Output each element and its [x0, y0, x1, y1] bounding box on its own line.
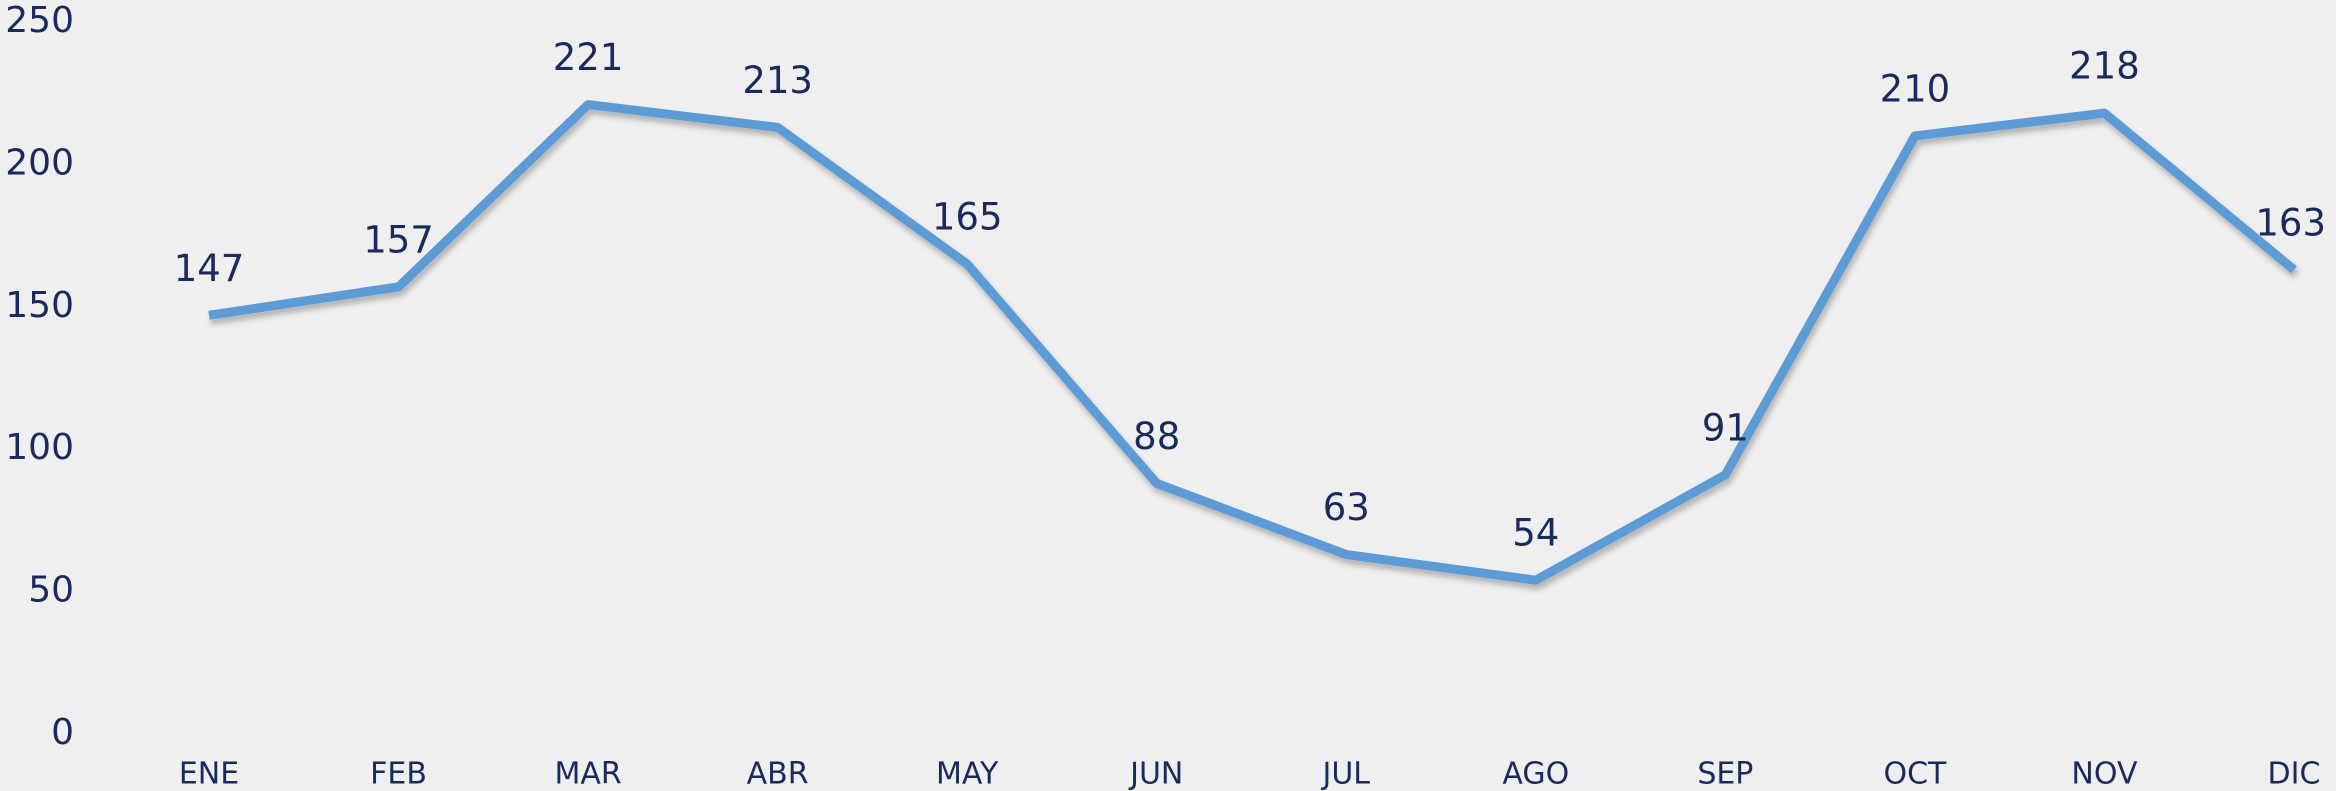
- y-tick-label: 250: [5, 0, 74, 41]
- data-label: 221: [553, 36, 624, 79]
- x-tick-label: OCT: [1883, 757, 1947, 791]
- x-tick-label: JUN: [1128, 757, 1183, 791]
- x-tick-label: MAR: [554, 757, 621, 791]
- y-tick-label: 150: [5, 285, 74, 326]
- x-tick-label: SEP: [1697, 757, 1753, 791]
- x-tick-label: ENE: [179, 757, 239, 791]
- data-label: 157: [363, 218, 434, 261]
- x-tick-label: FEB: [370, 757, 427, 791]
- data-label: 88: [1133, 415, 1180, 458]
- y-tick-label: 200: [5, 142, 74, 183]
- y-tick-label: 100: [5, 427, 74, 468]
- data-label: 165: [932, 196, 1003, 239]
- x-tick-label: JUL: [1321, 757, 1371, 791]
- x-tick-label: MAY: [936, 757, 999, 791]
- data-label: 54: [1512, 512, 1559, 555]
- y-tick-label: 0: [51, 712, 74, 753]
- x-tick-label: ABR: [747, 757, 809, 791]
- line-series: [208, 100, 2297, 585]
- data-label: 91: [1702, 406, 1749, 449]
- x-tick-label: DIC: [2268, 757, 2321, 791]
- data-label: 210: [1880, 67, 1951, 110]
- data-label: 218: [2069, 45, 2140, 88]
- x-tick-label: AGO: [1502, 757, 1569, 791]
- data-label: 163: [2255, 201, 2326, 244]
- y-tick-label: 50: [28, 570, 74, 611]
- data-label: 63: [1323, 486, 1370, 529]
- data-label: 213: [742, 59, 813, 102]
- x-tick-label: NOV: [2071, 757, 2138, 791]
- data-label: 147: [174, 247, 245, 290]
